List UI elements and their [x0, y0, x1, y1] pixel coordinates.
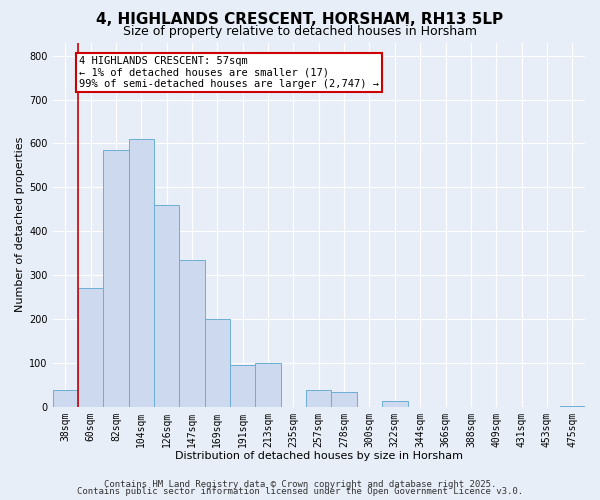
Text: Size of property relative to detached houses in Horsham: Size of property relative to detached ho… [123, 25, 477, 38]
Bar [382, 402, 407, 406]
Bar [128, 139, 154, 406]
Text: 4, HIGHLANDS CRESCENT, HORSHAM, RH13 5LP: 4, HIGHLANDS CRESCENT, HORSHAM, RH13 5LP [97, 12, 503, 28]
Bar [154, 205, 179, 406]
X-axis label: Distribution of detached houses by size in Horsham: Distribution of detached houses by size … [175, 451, 463, 461]
Bar [53, 390, 78, 406]
Bar [205, 319, 230, 406]
Text: Contains public sector information licensed under the Open Government Licence v3: Contains public sector information licen… [77, 487, 523, 496]
Bar [306, 390, 331, 406]
Bar [103, 150, 128, 406]
Bar [256, 363, 281, 406]
Bar [179, 260, 205, 406]
Bar [230, 365, 256, 406]
Text: 4 HIGHLANDS CRESCENT: 57sqm
← 1% of detached houses are smaller (17)
99% of semi: 4 HIGHLANDS CRESCENT: 57sqm ← 1% of deta… [79, 56, 379, 89]
Bar [331, 392, 357, 406]
Y-axis label: Number of detached properties: Number of detached properties [15, 137, 25, 312]
Text: Contains HM Land Registry data © Crown copyright and database right 2025.: Contains HM Land Registry data © Crown c… [104, 480, 496, 489]
Bar [78, 288, 103, 406]
